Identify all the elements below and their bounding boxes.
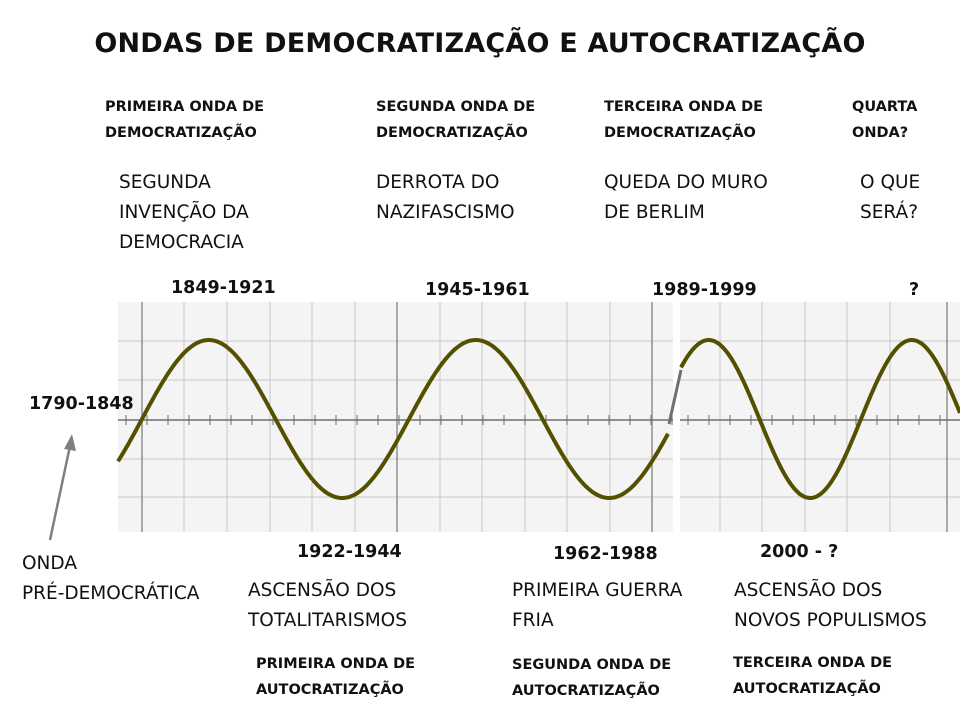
democratization-wave-3-label: TERCEIRA ONDA DE DEMOCRATIZAÇÃO [604,99,764,141]
event-label-4: O QUE SERÁ? [860,172,921,223]
democratization-wave-4-label: QUARTA ONDA? [852,99,918,141]
peak-period-3: 1989-1999 [652,280,757,300]
autocratization-wave-3-label: TERCEIRA ONDA DE AUTOCRATIZAÇÃO [733,655,893,697]
trough-period-2: 1962-1988 [553,544,658,564]
arrow-head-icon [64,434,76,451]
event-label-3: QUEDA DO MURO DE BERLIM [604,172,768,223]
event-label-1: SEGUNDA INVENÇÃO DA DEMOCRACIA [119,172,249,253]
autocratization-wave-1-label: PRIMEIRA ONDA DE AUTOCRATIZAÇÃO [256,656,416,698]
peak-period-1: 1849-1921 [171,278,276,298]
grid-right-panel [680,302,960,532]
bottom-event-3: ASCENSÃO DOS NOVOS POPULISMOS [734,580,927,631]
democratization-wave-1-label: PRIMEIRA ONDA DE DEMOCRATIZAÇÃO [105,99,265,141]
page-title: ONDAS DE DEMOCRATIZAÇÃO E AUTOCRATIZAÇÃO [94,28,866,59]
autocratization-wave-2-label: SEGUNDA ONDA DE AUTOCRATIZAÇÃO [512,657,672,699]
bottom-event-1: ASCENSÃO DOS TOTALITARISMOS [248,580,407,631]
peak-period-4: ? [909,280,920,300]
peak-period-2: 1945-1961 [425,280,530,300]
arrow-shaft [48,445,72,541]
wave-connector-line [667,369,683,425]
wave-curve-left [116,338,670,500]
wave-curve-right [679,338,960,500]
start-period: 1790-1848 [29,394,134,414]
grid-left-panel [118,302,673,532]
trough-period-3: 2000 - ? [760,542,839,562]
trough-period-1: 1922-1944 [297,542,402,562]
pre-democratic-arrow [48,434,76,541]
pre-democratic-wave-label: ONDA PRÉ-DEMOCRÁTICA [22,553,200,604]
event-label-2: DERROTA DO NAZIFASCISMO [376,172,515,223]
bottom-event-2: PRIMEIRA GUERRA FRIA [512,580,683,631]
democratization-wave-2-label: SEGUNDA ONDA DE DEMOCRATIZAÇÃO [376,99,536,141]
